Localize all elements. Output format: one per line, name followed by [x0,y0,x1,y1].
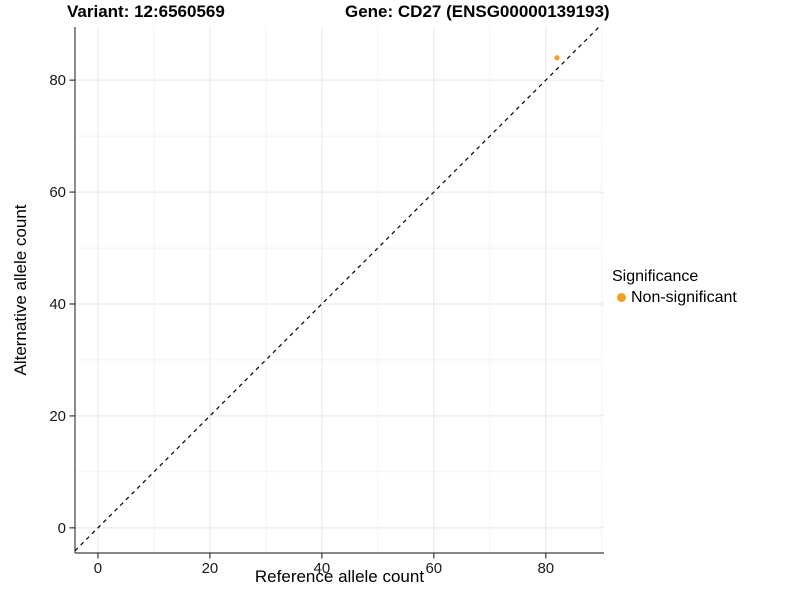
x-tick-label: 80 [537,560,554,577]
x-tick-label: 0 [94,560,102,577]
identity-reference-line [74,26,600,552]
legend-item-label: Non-significant [631,289,737,306]
data-point [554,55,560,61]
legend-title: Significance [612,268,699,285]
legend-item-non-significant: Non-significant [612,287,737,308]
y-axis-title: Alternative allele count [11,204,30,376]
y-tick-label: 0 [58,520,66,537]
y-tick-label: 80 [49,72,66,89]
x-axis-title: Reference allele count [254,567,425,586]
x-tick-label: 40 [314,560,331,577]
y-tick-label: 60 [49,184,66,201]
y-tick-label: 40 [49,296,66,313]
plot-title-gene: Gene: CD27 (ENSG00000139193) [345,2,610,21]
x-tick-label: 20 [202,560,219,577]
plot-title-variant: Variant: 12:6560569 [67,2,225,21]
legend: Significance Non-significant [612,266,737,308]
y-tick-label: 20 [49,408,66,425]
legend-point-icon [617,293,626,302]
x-tick-label: 60 [425,560,442,577]
